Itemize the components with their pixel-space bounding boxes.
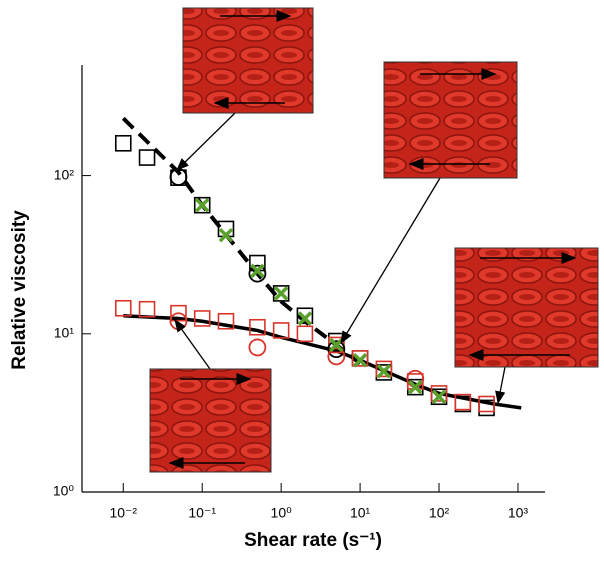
insets bbox=[149, 7, 599, 473]
square-marker bbox=[351, 349, 369, 367]
square-marker bbox=[193, 310, 211, 327]
square-marker bbox=[114, 299, 132, 317]
pointer bbox=[495, 366, 506, 405]
square-marker bbox=[296, 325, 314, 343]
square-marker bbox=[296, 307, 314, 325]
inset-frame bbox=[383, 61, 518, 179]
x-marker bbox=[376, 363, 392, 379]
y-tick-label: 10⁰ bbox=[53, 483, 75, 499]
curve bbox=[121, 116, 362, 365]
x-marker bbox=[250, 263, 265, 279]
square-marker bbox=[454, 393, 472, 411]
square-marker bbox=[272, 322, 290, 339]
square-marker bbox=[138, 300, 156, 318]
x-marker bbox=[408, 379, 423, 395]
square-marker bbox=[430, 385, 448, 402]
inset-image bbox=[149, 368, 272, 473]
x-axis-title: Shear rate (s⁻¹) bbox=[244, 530, 382, 551]
circle-marker bbox=[248, 264, 267, 283]
square-marker bbox=[272, 285, 290, 302]
x-marker bbox=[431, 389, 447, 404]
inset-frame bbox=[454, 247, 599, 368]
x-marker bbox=[352, 353, 368, 368]
inset-image bbox=[454, 247, 599, 368]
square-marker bbox=[478, 395, 495, 413]
square-marker bbox=[138, 149, 156, 166]
inset-image bbox=[383, 61, 518, 179]
x-marker bbox=[297, 311, 313, 326]
x-tick-label: 10⁻² bbox=[109, 505, 137, 521]
x-marker bbox=[194, 197, 210, 213]
pointer bbox=[340, 177, 441, 345]
square-marker bbox=[249, 318, 266, 336]
y-tick-label: 10¹ bbox=[54, 324, 75, 340]
square-marker bbox=[375, 360, 393, 378]
square-marker bbox=[217, 312, 235, 330]
square-marker bbox=[193, 196, 211, 214]
pointer bbox=[174, 318, 211, 370]
x-tick-label: 10³ bbox=[508, 505, 529, 521]
inset-frame bbox=[182, 7, 314, 114]
x-marker bbox=[329, 337, 344, 353]
circle-marker bbox=[248, 338, 267, 357]
plot-area: 10⁻² 10⁻¹ 10⁰ 10¹ 10² 10³ 10⁰ 10¹ 10² bbox=[53, 65, 545, 521]
pointer bbox=[176, 112, 236, 171]
circle-marker bbox=[327, 340, 346, 359]
x-tick-label: 10² bbox=[429, 505, 450, 521]
y-axis-title: Relative viscosity bbox=[9, 210, 30, 370]
x-marker bbox=[273, 286, 289, 301]
x-tick-label: 10⁻¹ bbox=[188, 505, 216, 521]
square-marker bbox=[114, 134, 132, 152]
x-tick-label: 10⁰ bbox=[271, 505, 293, 521]
y-tick-label: 10² bbox=[54, 166, 75, 182]
x-tick-label: 10¹ bbox=[350, 505, 371, 521]
inset-frame bbox=[149, 368, 272, 473]
inset-image bbox=[182, 7, 314, 114]
x-marker bbox=[218, 227, 234, 243]
circle-marker bbox=[327, 347, 346, 366]
